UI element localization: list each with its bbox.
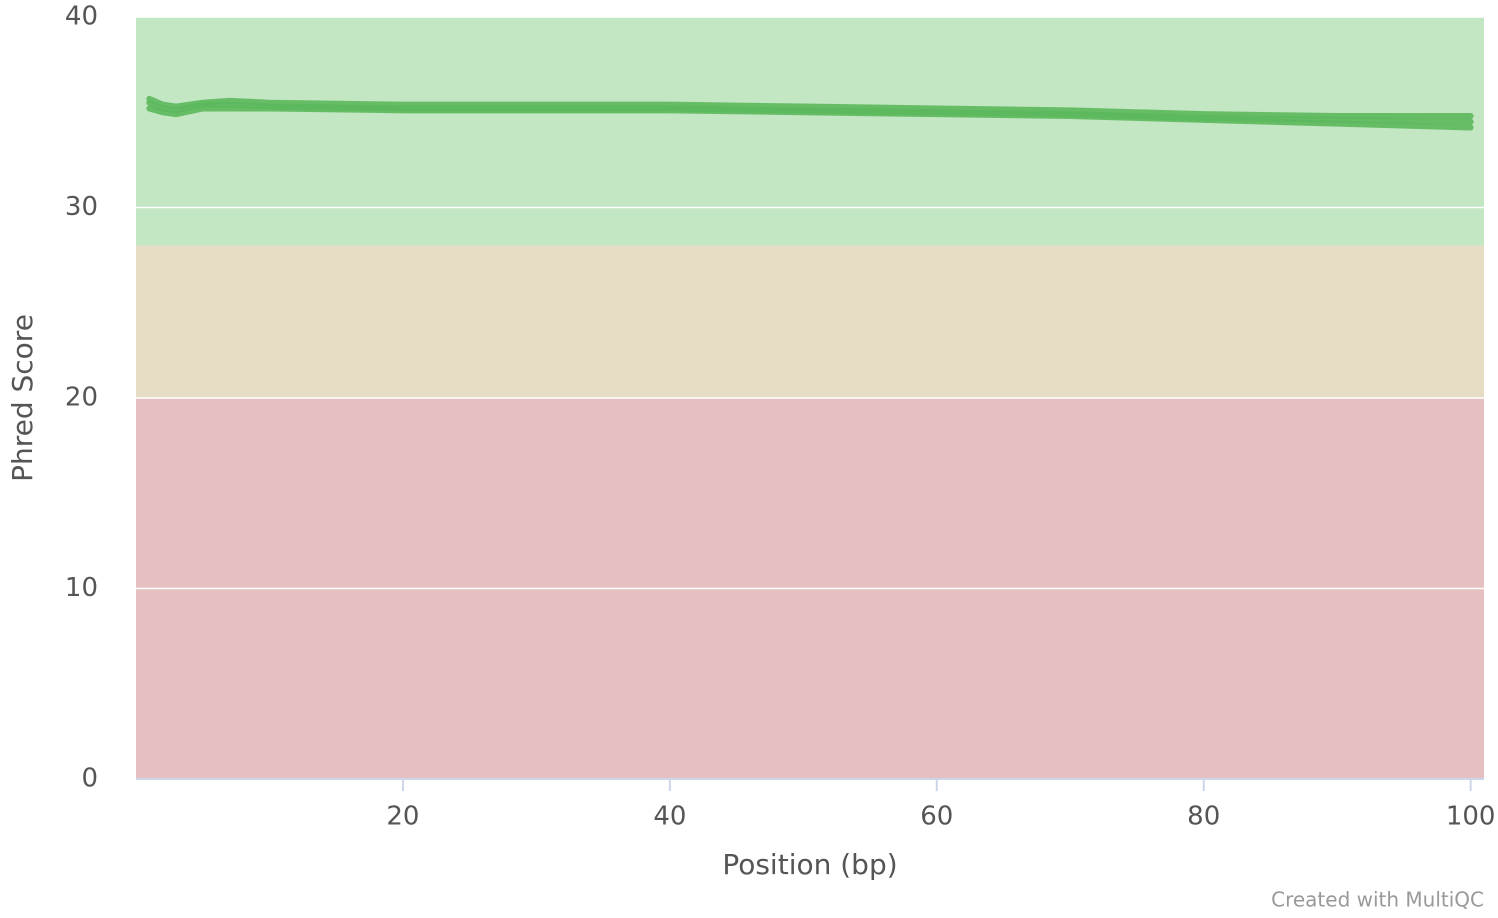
y-tick-label: 40 (65, 2, 98, 32)
plot-band (136, 17, 1484, 246)
x-tick-label: 40 (653, 802, 686, 832)
data-line (146, 105, 1474, 131)
y-tick-label: 0 (81, 764, 98, 794)
x-tick-label: 20 (386, 802, 419, 832)
y-axis-title: Phred Score (6, 314, 39, 482)
data-line (146, 95, 1474, 120)
credit: Created with MultiQC (1271, 888, 1484, 912)
x-tick-label: 100 (1446, 802, 1496, 832)
x-tick-label: 80 (1187, 802, 1220, 832)
x-tick-label: 60 (920, 802, 953, 832)
y-tick-label: 10 (65, 573, 98, 603)
plot-band (136, 245, 1484, 398)
x-axis-title: Position (bp) (722, 848, 897, 881)
y-tick-label: 20 (65, 383, 98, 413)
y-tick-label: 30 (65, 192, 98, 222)
